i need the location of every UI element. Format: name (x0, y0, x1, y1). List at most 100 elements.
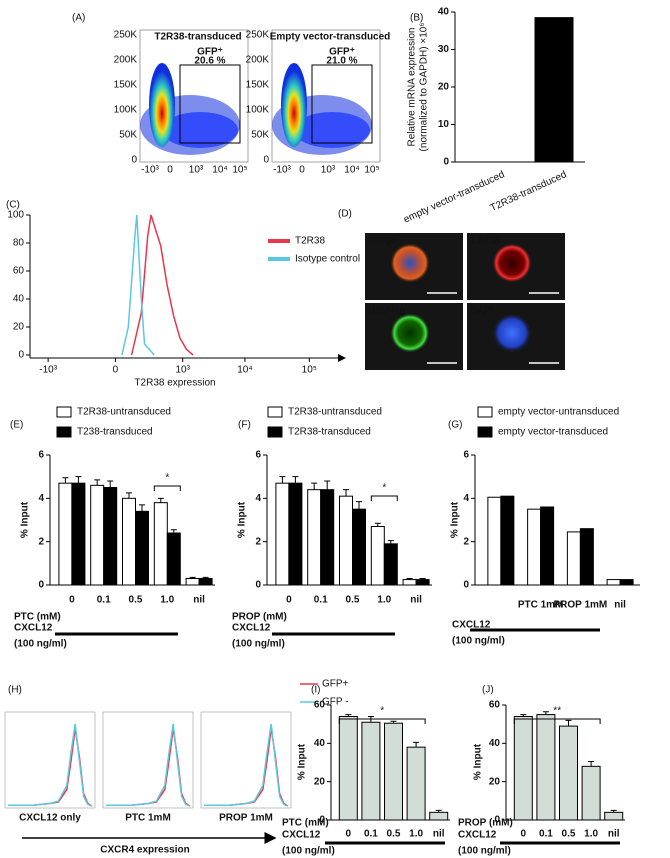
legend-label: empty vector-transduced (498, 427, 608, 438)
legend-label: T2R38-untransduced (77, 407, 171, 418)
bar (534, 17, 574, 163)
gate (179, 64, 241, 144)
legend-label: Isotype control (295, 254, 360, 265)
x-tick-label: -10³ (141, 165, 159, 176)
bar (406, 746, 426, 821)
bar (429, 811, 449, 821)
y-tick-label: 0 (131, 155, 137, 166)
x-tick-label: 0 (113, 365, 119, 376)
x-axis-label: T2R38 expression (134, 378, 215, 389)
series-line (8, 723, 93, 807)
y-axis-label: % Input (297, 743, 308, 780)
error-bar (311, 482, 318, 490)
bar (122, 497, 136, 586)
subplot-label: PROP 1mM (219, 813, 273, 824)
bar (71, 482, 86, 586)
x-tick-label: 0 (521, 829, 527, 840)
error-bar (343, 489, 349, 497)
significance: ** (553, 706, 561, 717)
condition-unit: (100 ng/ml) (458, 846, 511, 857)
y-tick-label: 30 (438, 44, 450, 55)
y-axis-label: Relative mRNA expression (407, 28, 418, 147)
legend-swatch (477, 406, 493, 418)
series-line (106, 723, 191, 807)
panel-label: (A) (72, 13, 85, 24)
condition-unit: (100 ng/ml) (14, 639, 67, 650)
gate-label: GFP⁺ (197, 47, 223, 58)
x-tick-label: 10⁵ (302, 365, 317, 376)
error-bar (62, 477, 69, 484)
significance-bracket (513, 718, 601, 724)
error-bar (139, 504, 145, 512)
channel-label: HSV-tag (368, 306, 405, 317)
subplot-label: PTC 1mM (125, 813, 171, 824)
channel-label: DAPI (470, 306, 493, 317)
y-tick-label: 60 (489, 700, 501, 711)
x-tick-label: -10³ (39, 365, 57, 376)
x-tick-label: 0.1 (364, 829, 378, 840)
bar (103, 487, 118, 586)
error-bar (279, 476, 286, 484)
x-tick-label: 1.0 (409, 829, 423, 840)
y-tick-label: 250K (246, 30, 270, 41)
x-tick-label: 10³ (189, 165, 204, 176)
bar (185, 578, 200, 586)
bar (536, 714, 556, 821)
x-tick-label: 0.5 (562, 829, 576, 840)
error-bar (292, 476, 299, 484)
bar (153, 502, 168, 586)
channel-label: merge (368, 236, 397, 247)
error-bar (406, 578, 413, 580)
density-core (281, 63, 307, 147)
y-axis-label: % Input (450, 501, 461, 538)
channel-label: T2R38 (470, 236, 500, 247)
bar (198, 578, 213, 586)
x-tick-label: 0.5 (129, 595, 143, 606)
error-bar (520, 714, 527, 717)
x-tick-label: nil (433, 829, 445, 840)
plot-title: Empty vector-transduced (270, 32, 391, 43)
bar (166, 532, 181, 586)
condition-unit: (100 ng/ml) (282, 846, 335, 857)
x-tick-label: 0.5 (346, 595, 360, 606)
y-tick-label: 200K (246, 55, 270, 66)
legend-swatch (56, 406, 72, 418)
condition-label: CXCL12 (452, 620, 491, 631)
x-tick-label: 10⁵ (364, 165, 379, 176)
y-tick-label: 2 (463, 536, 469, 547)
x-tick-label: nil (193, 595, 205, 606)
bar (415, 579, 430, 586)
bar (402, 579, 417, 586)
x-tick-label: PROP 1mM (554, 600, 608, 611)
y-tick-label: 60 (13, 266, 25, 277)
condition-unit: (100 ng/ml) (232, 639, 285, 650)
y-tick-label: 0 (494, 815, 500, 826)
x-tick-label: 10³ (321, 165, 336, 176)
density-cloud (294, 112, 370, 148)
bar (90, 484, 105, 586)
error-bar (610, 809, 617, 813)
significance: * (380, 706, 384, 717)
bar (619, 579, 634, 586)
error-bar (75, 476, 82, 484)
x-axis-label: CXCR4 expression (100, 845, 189, 856)
x-tick-label: 0.1 (97, 595, 111, 606)
panel-label: (C) (6, 200, 20, 211)
bar (579, 528, 594, 586)
error-bar (356, 501, 362, 510)
panel-label: (D) (338, 209, 352, 220)
x-tick-label: 0 (299, 165, 305, 176)
y-tick-label: 2 (255, 536, 261, 547)
error-bar (202, 576, 209, 579)
error-bar (157, 497, 164, 503)
y-tick-label: 10 (438, 119, 450, 130)
x-axis-label: PTC (mM) (14, 612, 61, 623)
panel-label: (H) (8, 685, 22, 696)
y-tick-label: 150K (114, 80, 138, 91)
condition-label: CXCL12 (14, 623, 53, 634)
x-tick-label: 10⁴ (344, 165, 359, 176)
series-line (130, 214, 194, 356)
bar (370, 526, 385, 586)
significance-bracket (153, 485, 181, 491)
legend-label: GFP - (322, 697, 348, 708)
